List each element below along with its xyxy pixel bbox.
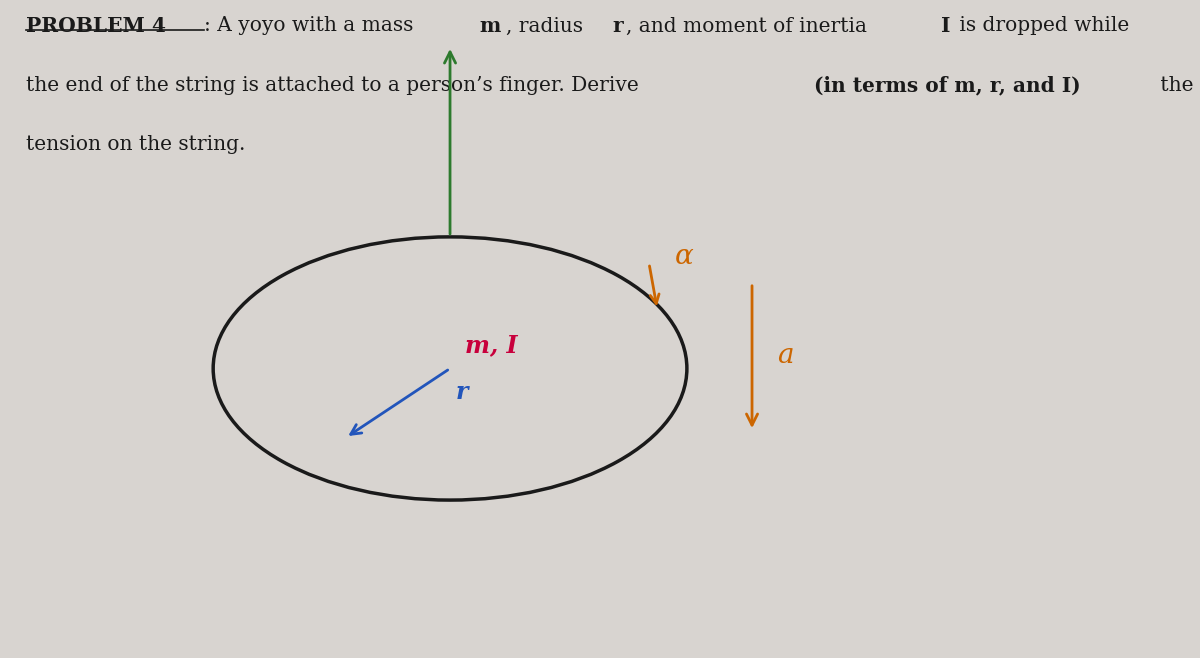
Text: PROBLEM 4: PROBLEM 4: [26, 16, 166, 36]
Text: is dropped while: is dropped while: [953, 16, 1129, 36]
Text: r: r: [456, 380, 468, 403]
Text: , and moment of inertia: , and moment of inertia: [626, 16, 874, 36]
Text: I: I: [941, 16, 950, 36]
Text: m: m: [479, 16, 500, 36]
Text: the end of the string is attached to a person’s finger. Derive: the end of the string is attached to a p…: [26, 76, 646, 95]
Text: α: α: [676, 243, 694, 270]
Text: r: r: [612, 16, 623, 36]
Text: the: the: [1154, 76, 1194, 95]
Text: : A yoyo with a mass: : A yoyo with a mass: [204, 16, 420, 36]
Text: (in terms of m, r, and I): (in terms of m, r, and I): [815, 76, 1081, 95]
Text: a: a: [776, 342, 793, 369]
Text: , radius: , radius: [506, 16, 589, 36]
Text: m, I: m, I: [466, 334, 517, 357]
Text: tension on the string.: tension on the string.: [26, 135, 246, 154]
